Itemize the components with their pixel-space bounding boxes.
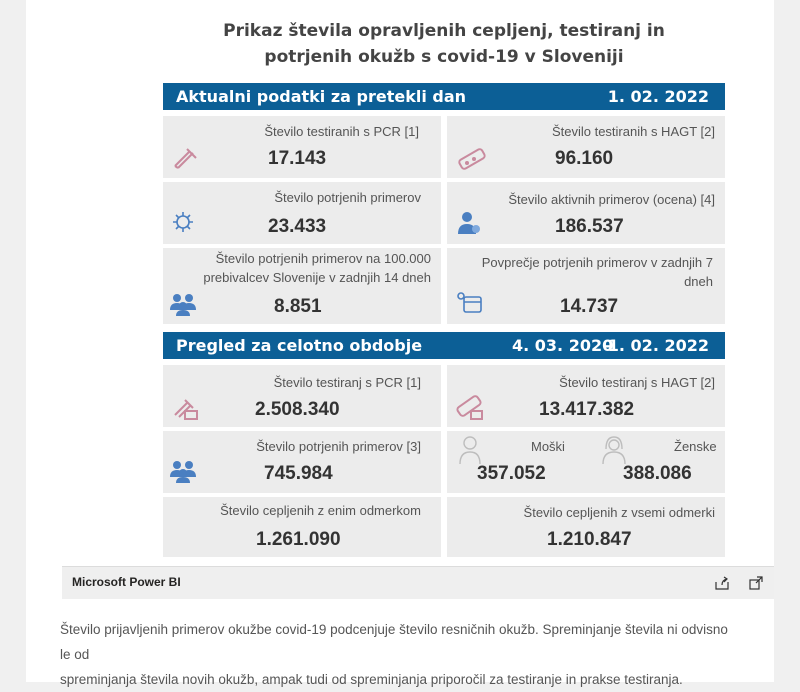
card-label: Število testiranj s HAGT [2] — [559, 375, 715, 390]
card-value: 1.210.847 — [547, 529, 632, 550]
card-label: Število potrjenih primerov na 100.000 pr… — [203, 249, 431, 287]
card-label: Število testiranj s PCR [1] — [273, 375, 421, 390]
group-icon — [170, 294, 196, 316]
card-label: Število potrjenih primerov [3] — [256, 439, 421, 454]
card-label: Število cepljenih z enim odmerkom — [220, 503, 421, 518]
person-icon — [458, 212, 480, 234]
daily-band-date: 1. 02. 2022 — [607, 87, 709, 106]
footnote-line1: Število prijavljenih primerov okužbe cov… — [60, 622, 728, 662]
share-icon[interactable] — [714, 575, 730, 591]
card-daily-7day: Povprečje potrjenih primerov v zadnjih 7… — [447, 248, 725, 324]
report-title-line1: Prikaz števila opravljenih cepljenj, tes… — [223, 21, 665, 41]
female-value: 388.086 — [623, 463, 692, 484]
card-label-line2: dneh — [684, 274, 713, 289]
card-label-line1: Povprečje potrjenih primerov v zadnjih 7 — [481, 255, 713, 270]
card-value: 14.737 — [560, 296, 619, 317]
pcr-tube-icon — [174, 148, 197, 169]
total-band-date-from: 4. 03. 2020 — [512, 336, 614, 355]
virus-icon — [173, 212, 193, 232]
card-value: 8.851 — [274, 296, 322, 317]
card-total-sex: Moški 357.052 Ženske 388.086 — [447, 431, 725, 493]
card-value: 186.537 — [555, 216, 624, 237]
powerbi-footer-bar: Microsoft Power BI — [62, 566, 774, 599]
card-value: 17.143 — [268, 148, 327, 169]
card-daily-confirmed: Število potrjenih primerov 23.433 — [163, 182, 441, 244]
female-icon — [602, 436, 626, 465]
card-label: Število cepljenih z vsemi odmerki — [523, 505, 715, 520]
total-band-label: Pregled za celotno obdobje — [176, 336, 423, 355]
footnote-paragraph: Število prijavljenih primerov okužbe cov… — [60, 617, 740, 692]
card-label: Število testiranih s PCR [1] — [264, 124, 419, 139]
footnote-line2: spreminjanja števila novih okužb, ampak … — [60, 672, 683, 687]
daily-band-label: Aktualni podatki za pretekli dan — [176, 87, 467, 106]
male-icon — [459, 436, 481, 465]
page-container: Prikaz števila opravljenih cepljenj, tes… — [26, 0, 774, 682]
powerbi-report: Prikaz števila opravljenih cepljenj, tes… — [158, 10, 730, 566]
female-label: Ženske — [674, 439, 717, 454]
report-title: Prikaz števila opravljenih cepljenj, tes… — [158, 18, 730, 70]
total-band-dash: - — [604, 336, 611, 355]
total-band-date-to: 1. 02. 2022 — [607, 336, 709, 355]
rapid-test-icon — [456, 395, 483, 420]
fullscreen-icon[interactable] — [748, 575, 764, 591]
rapid-test-icon — [458, 148, 486, 170]
card-value: 1.261.090 — [256, 529, 341, 550]
report-title-line2: potrjenih okužb s covid-19 v Sloveniji — [264, 47, 624, 67]
powerbi-brand-link[interactable]: Microsoft Power BI — [72, 575, 181, 589]
pcr-tube-icon — [174, 399, 198, 420]
card-daily-pcr: Število testiranih s PCR [1] 17.143 — [163, 116, 441, 178]
card-label: Število aktivnih primerov (ocena) [4] — [508, 192, 715, 207]
card-total-one-dose: Število cepljenih z enim odmerkom 1.261.… — [163, 497, 441, 557]
card-daily-per100k: Število potrjenih primerov na 100.000 pr… — [163, 248, 441, 324]
card-daily-active: Število aktivnih primerov (ocena) [4] 18… — [447, 182, 725, 244]
male-value: 357.052 — [477, 463, 546, 484]
card-total-pcr: Število testiranj s PCR [1] 2.508.340 — [163, 365, 441, 427]
card-label: Število testiranih s HAGT [2] — [551, 124, 715, 139]
card-value: 96.160 — [555, 148, 614, 169]
card-value: 2.508.340 — [255, 399, 340, 420]
card-value: 13.417.382 — [539, 399, 635, 420]
male-label: Moški — [531, 439, 565, 454]
card-daily-hagt: Število testiranih s HAGT [2] 96.160 — [447, 116, 725, 178]
card-total-all-doses: Število cepljenih z vsemi odmerki 1.210.… — [447, 497, 725, 557]
total-band: Pregled za celotno obdobje 4. 03. 2020 -… — [163, 332, 725, 359]
group-icon — [170, 461, 196, 483]
card-value: 745.984 — [264, 463, 333, 484]
card-label: Povprečje potrjenih primerov v zadnjih 7… — [482, 253, 713, 291]
card-value: 23.433 — [268, 216, 327, 237]
card-total-hagt: Število testiranj s HAGT [2] 13.417.382 — [447, 365, 725, 427]
card-label-line1: Število potrjenih primerov na 100.000 — [215, 251, 431, 266]
card-label-line2: prebivalcev Slovenije v zadnjih 14 dneh — [203, 270, 431, 285]
calendar-virus-icon — [457, 292, 482, 313]
card-label: Število potrjenih primerov — [274, 190, 421, 205]
card-total-confirmed: Število potrjenih primerov [3] 745.984 — [163, 431, 441, 493]
daily-band: Aktualni podatki za pretekli dan 1. 02. … — [163, 83, 725, 110]
